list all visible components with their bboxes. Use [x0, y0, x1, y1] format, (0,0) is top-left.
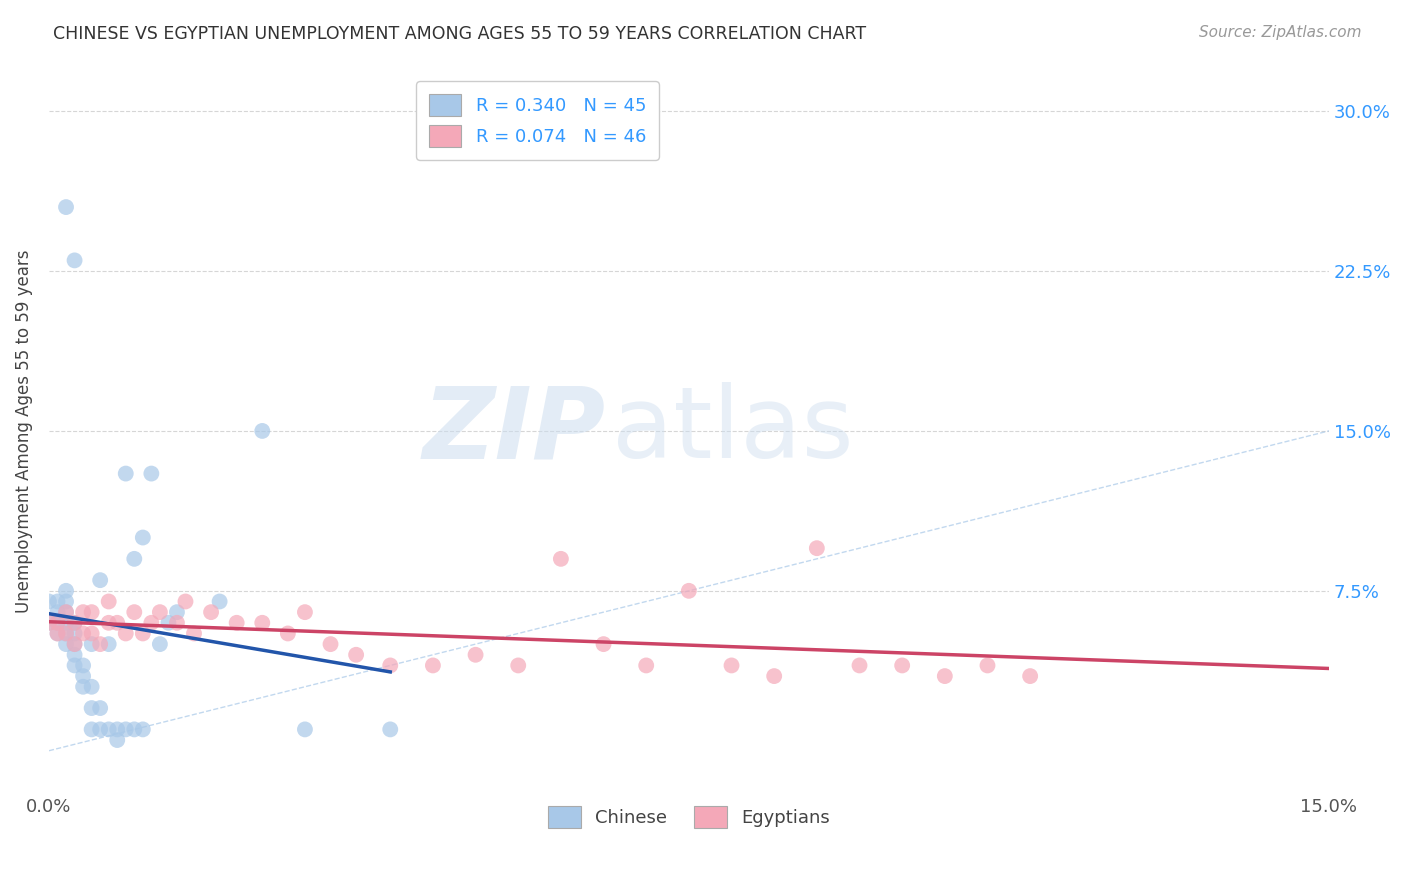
Point	[149, 637, 172, 651]
Point	[464, 648, 486, 662]
Point	[149, 605, 172, 619]
Point	[166, 615, 188, 630]
Point	[166, 605, 188, 619]
Point	[319, 637, 342, 651]
Point	[80, 701, 103, 715]
Point	[63, 637, 86, 651]
Text: atlas: atlas	[612, 383, 853, 479]
Point	[97, 637, 120, 651]
Point	[72, 626, 94, 640]
Point	[141, 467, 163, 481]
Point	[114, 467, 136, 481]
Point	[63, 615, 86, 630]
Point	[72, 658, 94, 673]
Point	[63, 658, 86, 673]
Point	[105, 723, 128, 737]
Point	[720, 658, 742, 673]
Point	[380, 723, 402, 737]
Text: ZIP: ZIP	[423, 383, 606, 479]
Point	[174, 594, 197, 608]
Point	[252, 424, 274, 438]
Point	[38, 615, 60, 630]
Point	[55, 637, 77, 651]
Y-axis label: Unemployment Among Ages 55 to 59 years: Unemployment Among Ages 55 to 59 years	[15, 249, 32, 613]
Point	[63, 648, 86, 662]
Point	[124, 723, 146, 737]
Point	[848, 658, 870, 673]
Point	[55, 200, 77, 214]
Point	[72, 669, 94, 683]
Point	[208, 594, 231, 608]
Point	[55, 605, 77, 619]
Point	[46, 594, 69, 608]
Point	[55, 626, 77, 640]
Point	[763, 669, 786, 683]
Point	[183, 626, 205, 640]
Point	[225, 615, 247, 630]
Point	[38, 594, 60, 608]
Point	[132, 531, 155, 545]
Point	[422, 658, 444, 673]
Point	[124, 605, 146, 619]
Point	[294, 723, 316, 737]
Point	[344, 648, 367, 662]
Point	[55, 594, 77, 608]
Text: Source: ZipAtlas.com: Source: ZipAtlas.com	[1198, 25, 1361, 40]
Point	[157, 615, 180, 630]
Point	[46, 615, 69, 630]
Point	[141, 615, 163, 630]
Point	[63, 637, 86, 651]
Point	[89, 573, 111, 587]
Legend: Chinese, Egyptians: Chinese, Egyptians	[541, 798, 837, 835]
Point	[72, 680, 94, 694]
Point	[63, 615, 86, 630]
Point	[63, 626, 86, 640]
Point	[636, 658, 658, 673]
Point	[89, 637, 111, 651]
Point	[1019, 669, 1042, 683]
Point	[678, 583, 700, 598]
Point	[934, 669, 956, 683]
Point	[105, 615, 128, 630]
Point	[89, 701, 111, 715]
Point	[46, 626, 69, 640]
Point	[55, 583, 77, 598]
Point	[550, 552, 572, 566]
Point	[200, 605, 222, 619]
Point	[380, 658, 402, 673]
Point	[508, 658, 530, 673]
Point	[114, 723, 136, 737]
Point	[72, 605, 94, 619]
Point	[252, 615, 274, 630]
Point	[277, 626, 299, 640]
Point	[80, 626, 103, 640]
Text: CHINESE VS EGYPTIAN UNEMPLOYMENT AMONG AGES 55 TO 59 YEARS CORRELATION CHART: CHINESE VS EGYPTIAN UNEMPLOYMENT AMONG A…	[53, 25, 866, 43]
Point	[55, 615, 77, 630]
Point	[105, 733, 128, 747]
Point	[46, 605, 69, 619]
Point	[97, 615, 120, 630]
Point	[97, 594, 120, 608]
Point	[114, 626, 136, 640]
Point	[976, 658, 998, 673]
Point	[294, 605, 316, 619]
Point	[806, 541, 828, 556]
Point	[46, 626, 69, 640]
Point	[46, 615, 69, 630]
Point	[132, 723, 155, 737]
Point	[80, 637, 103, 651]
Point	[132, 626, 155, 640]
Point	[63, 253, 86, 268]
Point	[592, 637, 614, 651]
Point	[80, 605, 103, 619]
Point	[97, 723, 120, 737]
Point	[891, 658, 914, 673]
Point	[38, 615, 60, 630]
Point	[124, 552, 146, 566]
Point	[80, 680, 103, 694]
Point	[55, 605, 77, 619]
Point	[55, 626, 77, 640]
Point	[80, 723, 103, 737]
Point	[89, 723, 111, 737]
